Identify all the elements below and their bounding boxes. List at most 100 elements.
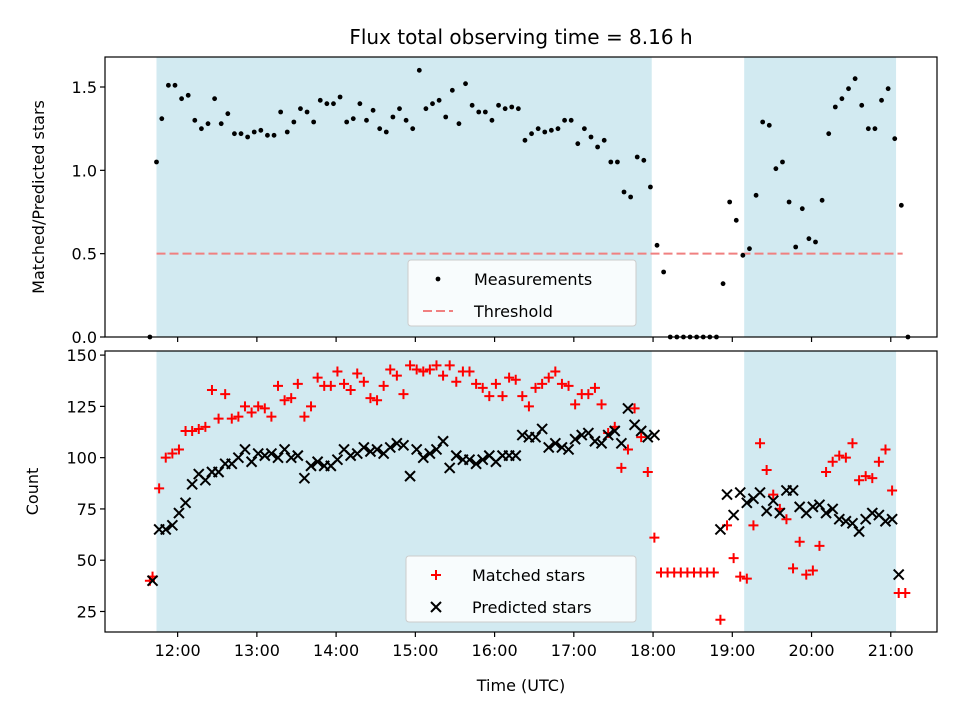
measurement-point	[251, 129, 257, 135]
measurement-point	[159, 116, 165, 122]
measurement-point	[595, 144, 600, 150]
matched-star-point	[556, 378, 567, 389]
matched-star-point	[649, 532, 660, 543]
measurement-point	[463, 81, 468, 87]
matched-star-point	[801, 569, 812, 580]
measurement-point	[515, 106, 521, 112]
x-tick-label: 20:00	[788, 641, 834, 660]
legend-label: Matched stars	[472, 566, 585, 585]
predicted-star-point	[510, 449, 522, 462]
predicted-star-point	[516, 429, 529, 441]
measurement-point	[852, 76, 858, 82]
measurement-point	[265, 132, 270, 138]
legend-predicted-swatch	[430, 601, 442, 613]
measurement-point	[575, 141, 581, 147]
matched-star-point	[517, 391, 528, 402]
predicted-star-point	[259, 449, 271, 462]
matched-star-point	[504, 372, 515, 383]
predicted-star-point	[760, 505, 773, 517]
measurement-point	[799, 206, 805, 212]
matched-star-point	[233, 411, 244, 422]
matched-star-point	[530, 382, 541, 393]
predicted-star-point	[232, 451, 245, 464]
matched-star-point	[239, 401, 250, 412]
matched-star-point	[332, 366, 343, 377]
measurement-point	[819, 197, 825, 203]
measurement-point	[496, 102, 501, 108]
predicted-star-point	[358, 441, 370, 454]
matched-star-point	[193, 423, 204, 434]
measurement-point	[443, 114, 449, 120]
predicted-star-point	[173, 507, 185, 519]
measurement-point	[410, 126, 416, 132]
measurement-point	[218, 121, 224, 127]
matched-star-point	[728, 553, 739, 564]
matched-star-point	[398, 389, 409, 400]
matched-star-point	[867, 473, 878, 484]
measurement-point	[258, 127, 264, 133]
measurement-point	[859, 102, 865, 108]
predicted-star-point	[609, 425, 621, 437]
matched-star-point	[259, 403, 270, 414]
measurement-point	[205, 121, 211, 127]
matched-star-point	[788, 563, 799, 574]
predicted-star-point	[754, 486, 766, 499]
predicted-star-point	[846, 517, 859, 529]
legend: Matched stars Predicted stars	[405, 555, 637, 623]
legend-box	[405, 555, 637, 623]
x-tick-label: 17:00	[551, 641, 597, 660]
matched-star-point	[477, 382, 488, 393]
legend-box	[407, 259, 637, 327]
predicted-star-point	[734, 486, 746, 499]
matched-star-point	[814, 540, 825, 551]
measurement-point	[331, 101, 336, 107]
matched-star-point	[497, 391, 508, 402]
measurement-point	[430, 101, 435, 107]
measurement-point	[311, 119, 317, 125]
observing-window-band	[744, 351, 897, 632]
predicted-star-point	[364, 445, 377, 458]
measurement-point	[284, 129, 290, 135]
matched-star-point	[636, 432, 647, 443]
predicted-star-point	[833, 513, 845, 525]
y-tick-label: 100	[66, 449, 97, 468]
matched-star-point	[589, 382, 600, 393]
matched-star-point	[484, 391, 495, 402]
matched-star-point	[860, 471, 871, 482]
measurement-point	[192, 117, 198, 123]
ratio-panel: 0.0 0.5 1.0 1.5 Matched/Predicted stars Measu…	[29, 56, 938, 347]
matched-star-point	[154, 483, 165, 494]
predicted-star-point	[417, 451, 429, 464]
matched-star-point	[246, 407, 257, 418]
measurement-point	[839, 96, 845, 102]
matched-star-point	[471, 378, 482, 389]
legend-measurement-swatch	[435, 276, 441, 282]
predicted-star-point	[410, 443, 423, 456]
measurement-point	[397, 106, 402, 112]
predicted-star-point	[602, 429, 614, 441]
measurement-point	[165, 82, 171, 88]
x-tick-label: 18:00	[630, 641, 676, 660]
measurement-point	[357, 101, 363, 107]
measurement-point	[588, 134, 594, 140]
measurement-point	[476, 109, 482, 115]
predicted-star-point	[648, 429, 661, 441]
matched-star-point	[748, 520, 759, 531]
y-tick-label: 0.5	[72, 245, 97, 264]
matched-star-point	[173, 444, 184, 455]
matched-star-point	[206, 384, 217, 395]
x-tick-label: 15:00	[392, 641, 438, 660]
predicted-star-point	[714, 523, 727, 536]
measurement-point	[344, 119, 350, 125]
measurement-point	[449, 87, 455, 93]
y-tick-label: 0.0	[72, 328, 97, 347]
matched-star-point	[160, 452, 171, 463]
measurement-point	[185, 92, 191, 98]
matched-star-point	[372, 395, 383, 406]
measurement-point	[212, 96, 218, 102]
measurement-point	[832, 104, 838, 110]
predicted-star-point	[820, 507, 832, 519]
predicted-star-point	[536, 423, 548, 435]
measurement-point	[199, 126, 204, 132]
